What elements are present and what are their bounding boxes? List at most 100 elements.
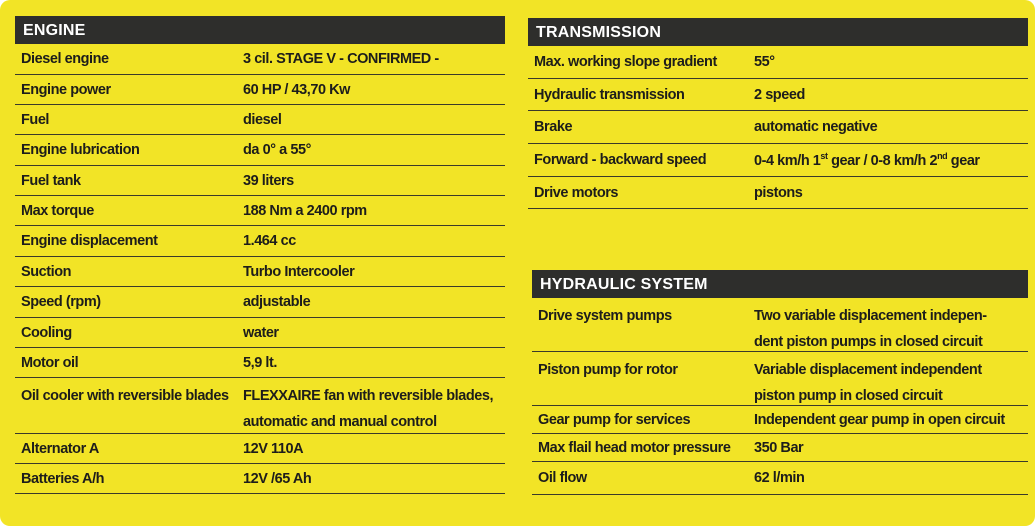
spec-row: Fuel diesel [15, 105, 505, 135]
spec-label-text: Fuel tank [21, 172, 81, 189]
spec-row: Gear pump for services Independent gear p… [532, 406, 1028, 434]
spec-value-text: 188 Nm a 2400 rpm [243, 202, 367, 219]
spec-value-text: 3 cil. STAGE V - CONFIRMED - [243, 51, 439, 67]
spec-label-text: Diesel engine [21, 51, 109, 67]
spec-value: automatic negative [754, 119, 1028, 135]
spec-row: Engine displacement 1.464 cc [15, 226, 505, 257]
spec-value-text: automatic negative [754, 119, 878, 135]
spec-label: Engine power [15, 82, 243, 98]
spec-value: 12V /65 Ah [243, 471, 505, 487]
spec-label: Batteries A/h [15, 471, 243, 487]
spec-value-part: st [820, 151, 828, 162]
spec-label-text: Brake [534, 119, 573, 135]
spec-value: 3 cil. STAGE V - CONFIRMED - [243, 51, 505, 67]
spec-label: Piston pump for rotor [532, 357, 754, 405]
spec-value-text: pistons [754, 184, 803, 201]
spec-label: Engine displacement [15, 233, 243, 249]
spec-value: da 0° a 55° [243, 142, 505, 158]
spec-row: Batteries A/h 12V /65 Ah [15, 464, 505, 494]
section-header: HYDRAULIC SYSTEM [532, 270, 1028, 298]
spec-label-text: Batteries A/h [21, 470, 105, 487]
spec-row: Brake automatic negative [528, 111, 1028, 144]
spec-value-part: nd [937, 151, 948, 162]
spec-row: Speed (rpm) adjustable [15, 287, 505, 318]
spec-label: Drive motors [528, 185, 754, 201]
spec-row: Piston pump for rotor Variable displaceme… [532, 352, 1028, 406]
spec-value: 5,9 lt. [243, 355, 505, 371]
spec-value-line: automatic and manual control [243, 414, 437, 430]
spec-value-text: 62 l/min [754, 470, 805, 486]
spec-row: Fuel tank 39 liters [15, 166, 505, 196]
spec-value: 62 l/min [754, 470, 1028, 486]
spec-value-text: 350 Bar [754, 439, 804, 456]
spec-value: 39 liters [243, 173, 505, 189]
spec-value-part: gear [947, 152, 980, 169]
spec-row: Alternator A 12V 110A [15, 434, 505, 464]
spec-value: 350 Bar [754, 440, 1028, 456]
spec-row: Hydraulic transmission 2 speed [528, 79, 1028, 111]
spec-value: Two variable displacement indepen-dent p… [754, 303, 1028, 351]
spec-label-text: Engine power [21, 81, 111, 98]
spec-value-part: 0-4 km/h 1 [754, 152, 821, 169]
spec-value-text: 39 liters [243, 172, 294, 189]
spec-label: Motor oil [15, 355, 243, 371]
spec-label-text: Drive system pumps [538, 308, 672, 324]
spec-label: Hydraulic transmission [528, 87, 754, 103]
spec-row: Diesel engine 3 cil. STAGE V - CONFIRMED … [15, 44, 505, 75]
spec-label: Speed (rpm) [15, 294, 243, 310]
spec-label-text: Hydraulic transmission [534, 86, 685, 103]
spec-value-text: 12V 110A [243, 440, 304, 457]
spec-label: Max flail head motor pressure [532, 440, 754, 456]
spec-label: Oil flow [532, 470, 754, 486]
spec-row: Max. working slope gradient 55° [528, 46, 1028, 79]
spec-label-text: Max. working slope gradient [534, 54, 717, 70]
spec-value-text: 5,9 lt. [243, 354, 277, 371]
spec-value-text: diesel [243, 111, 282, 128]
spec-value-text: 1.464 cc [243, 233, 296, 249]
section-header: TRANSMISSION [528, 18, 1028, 46]
spec-value: 60 HP / 43,70 Kw [243, 82, 505, 98]
section-header: ENGINE [15, 16, 505, 44]
spec-value: adjustable [243, 294, 505, 310]
spec-row: Max flail head motor pressure 350 Bar [532, 434, 1028, 462]
spec-label-text: Suction [21, 263, 72, 280]
spec-row: Suction Turbo Intercooler [15, 257, 505, 287]
spec-value: diesel [243, 112, 505, 128]
spec-label: Oil cooler with reversible blades [15, 383, 243, 433]
spec-label-text: Piston pump for rotor [538, 362, 678, 378]
spec-label: Engine lubrication [15, 142, 243, 158]
spec-value-part: gear / 0-8 km/h 2 [827, 152, 938, 169]
spec-row: Max torque 188 Nm a 2400 rpm [15, 196, 505, 226]
spec-label-text: Drive motors [534, 184, 619, 201]
spec-row: Drive motors pistons [528, 177, 1028, 209]
spec-value-line: Variable displacement independent [754, 362, 982, 378]
spec-label-text: Engine lubrication [21, 142, 140, 158]
spec-label: Max torque [15, 203, 243, 219]
spec-row: Forward - backward speed 0-4 km/h 1st gea… [528, 144, 1028, 177]
spec-label-text: Engine displacement [21, 233, 158, 249]
spec-value: pistons [754, 185, 1028, 201]
spec-value: Independent gear pump in open circuit [754, 412, 1028, 428]
spec-label: Fuel tank [15, 173, 243, 189]
spec-row: Engine lubrication da 0° a 55° [15, 135, 505, 166]
spec-label-text: Gear pump for services [538, 411, 691, 428]
spec-value-text: Independent gear pump in open circuit [754, 411, 1005, 428]
spec-label-text: Oil cooler with reversible blades [21, 388, 229, 404]
transmission-panel: TRANSMISSION Max. working slope gradient 5… [528, 18, 1028, 209]
spec-row: Engine power 60 HP / 43,70 Kw [15, 75, 505, 105]
spec-row: Cooling water [15, 318, 505, 348]
engine-panel: ENGINE Diesel engine 3 cil. STAGE V - CONF… [15, 16, 505, 494]
spec-value-text: 2 speed [754, 86, 805, 103]
spec-label-text: Speed (rpm) [21, 294, 101, 310]
spec-value: water [243, 325, 505, 341]
hydraulic-panel: HYDRAULIC SYSTEM Drive system pumps Two va… [532, 270, 1028, 495]
spec-row: Oil flow 62 l/min [532, 462, 1028, 495]
spec-row: Oil cooler with reversible blades FLEXXAI… [15, 378, 505, 434]
spec-label: Brake [528, 119, 754, 135]
spec-label-text: Cooling [21, 324, 72, 341]
spec-value-line: dent piston pumps in closed circuit [754, 334, 983, 350]
spec-value: 2 speed [754, 87, 1028, 103]
spec-value-line: piston pump in closed circuit [754, 388, 943, 404]
spec-label: Drive system pumps [532, 303, 754, 351]
spec-label-text: Oil flow [538, 470, 587, 486]
